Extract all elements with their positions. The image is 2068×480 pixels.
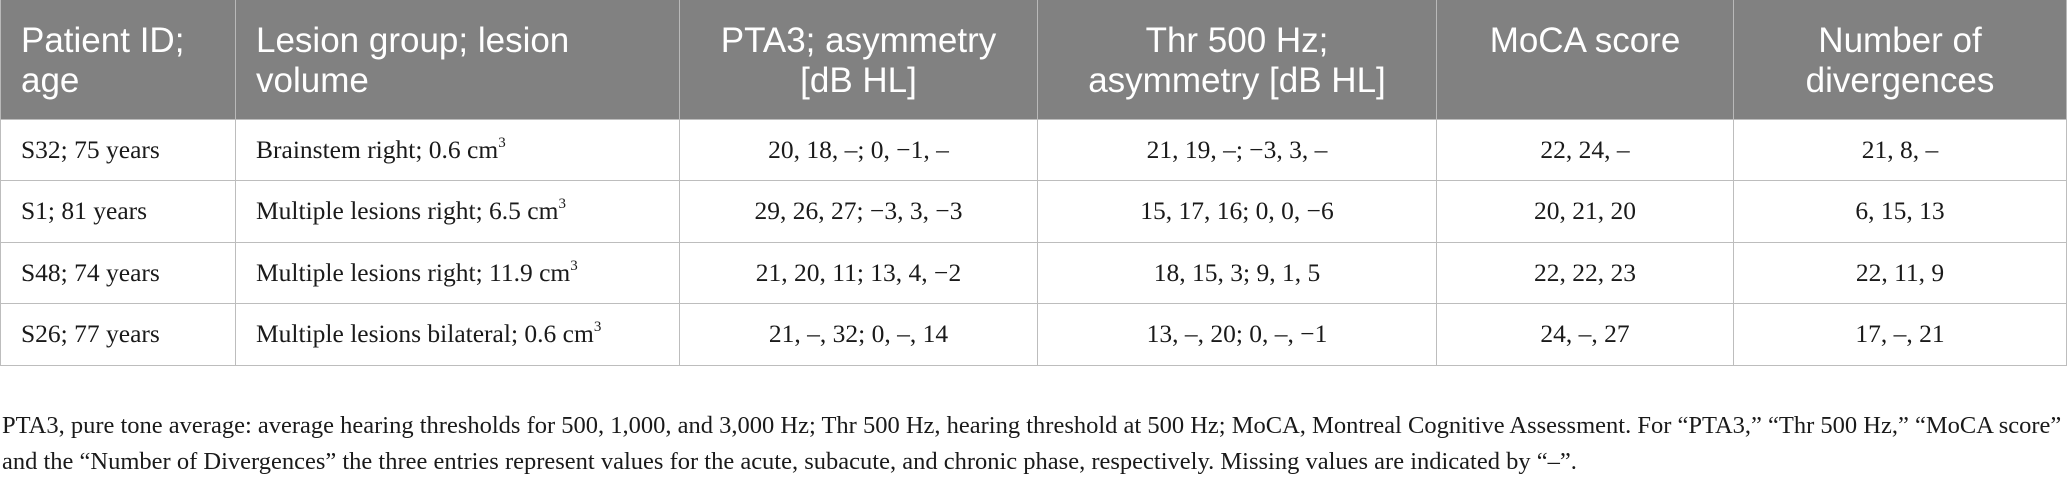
header-row: Patient ID; age Lesion group; lesion vol… — [0, 0, 2067, 119]
header-pta3: PTA3; asymmetry [dB HL] — [679, 0, 1038, 119]
cell-divergences: 22, 11, 9 — [1733, 241, 2067, 304]
cell-lesion: Multiple lesions bilateral; 0.6 cm3 — [235, 303, 680, 366]
cell-lesion: Multiple lesions right; 6.5 cm3 — [235, 180, 680, 243]
lesion-text: Multiple lesions right; 6.5 cm — [256, 196, 559, 226]
table-footnote: PTA3, pure tone average: average hearing… — [2, 411, 2062, 475]
patient-table: Patient ID; age Lesion group; lesion vol… — [0, 0, 2067, 366]
cell-thr-500: 15, 17, 16; 0, 0, −6 — [1037, 180, 1437, 243]
unit-superscript: 3 — [558, 196, 566, 213]
cell-moca: 22, 24, – — [1436, 118, 1734, 181]
cell-thr-500: 18, 15, 3; 9, 1, 5 — [1037, 241, 1437, 304]
header-number-of-divergences: Number of divergences — [1733, 0, 2067, 119]
cell-pta3: 21, –, 32; 0, –, 14 — [679, 303, 1038, 366]
cell-thr-500: 13, –, 20; 0, –, −1 — [1037, 303, 1437, 366]
cell-thr-500: 21, 19, –; −3, 3, – — [1037, 118, 1437, 181]
data-table-container: Patient ID; age Lesion group; lesion vol… — [0, 0, 2067, 366]
cell-patient: S1; 81 years — [0, 180, 236, 243]
lesion-text: Brainstem right; 0.6 cm — [256, 134, 499, 164]
cell-patient: S26; 77 years — [0, 303, 236, 366]
cell-lesion: Brainstem right; 0.6 cm3 — [235, 118, 680, 181]
cell-pta3: 29, 26, 27; −3, 3, −3 — [679, 180, 1038, 243]
cell-lesion: Multiple lesions right; 11.9 cm3 — [235, 241, 680, 304]
header-lesion-group: Lesion group; lesion volume — [235, 0, 680, 119]
cell-divergences: 6, 15, 13 — [1733, 180, 2067, 243]
cell-patient: S48; 74 years — [0, 241, 236, 304]
table-body: S32; 75 years Brainstem right; 0.6 cm3 2… — [0, 118, 2067, 366]
cell-moca: 24, –, 27 — [1436, 303, 1734, 366]
cell-pta3: 20, 18, –; 0, −1, – — [679, 118, 1038, 181]
cell-moca: 22, 22, 23 — [1436, 241, 1734, 304]
cell-pta3: 21, 20, 11; 13, 4, −2 — [679, 241, 1038, 304]
unit-superscript: 3 — [498, 134, 506, 151]
header-thr-500: Thr 500 Hz; asymmetry [dB HL] — [1037, 0, 1437, 119]
header-patient-id: Patient ID; age — [0, 0, 236, 119]
lesion-text: Multiple lesions bilateral; 0.6 cm — [256, 319, 594, 349]
cell-patient: S32; 75 years — [0, 118, 236, 181]
table-row: S1; 81 years Multiple lesions right; 6.5… — [0, 180, 2067, 243]
table-row: S32; 75 years Brainstem right; 0.6 cm3 2… — [0, 118, 2067, 181]
unit-superscript: 3 — [570, 257, 578, 274]
lesion-text: Multiple lesions right; 11.9 cm — [256, 257, 571, 287]
table-row: S26; 77 years Multiple lesions bilateral… — [0, 303, 2067, 366]
table-header: Patient ID; age Lesion group; lesion vol… — [0, 0, 2067, 119]
cell-divergences: 17, –, 21 — [1733, 303, 2067, 366]
unit-superscript: 3 — [593, 319, 602, 336]
cell-moca: 20, 21, 20 — [1436, 180, 1734, 243]
cell-divergences: 21, 8, – — [1733, 118, 2067, 181]
header-moca-score: MoCA score — [1436, 0, 1734, 119]
table-row: S48; 74 years Multiple lesions right; 11… — [0, 241, 2067, 304]
